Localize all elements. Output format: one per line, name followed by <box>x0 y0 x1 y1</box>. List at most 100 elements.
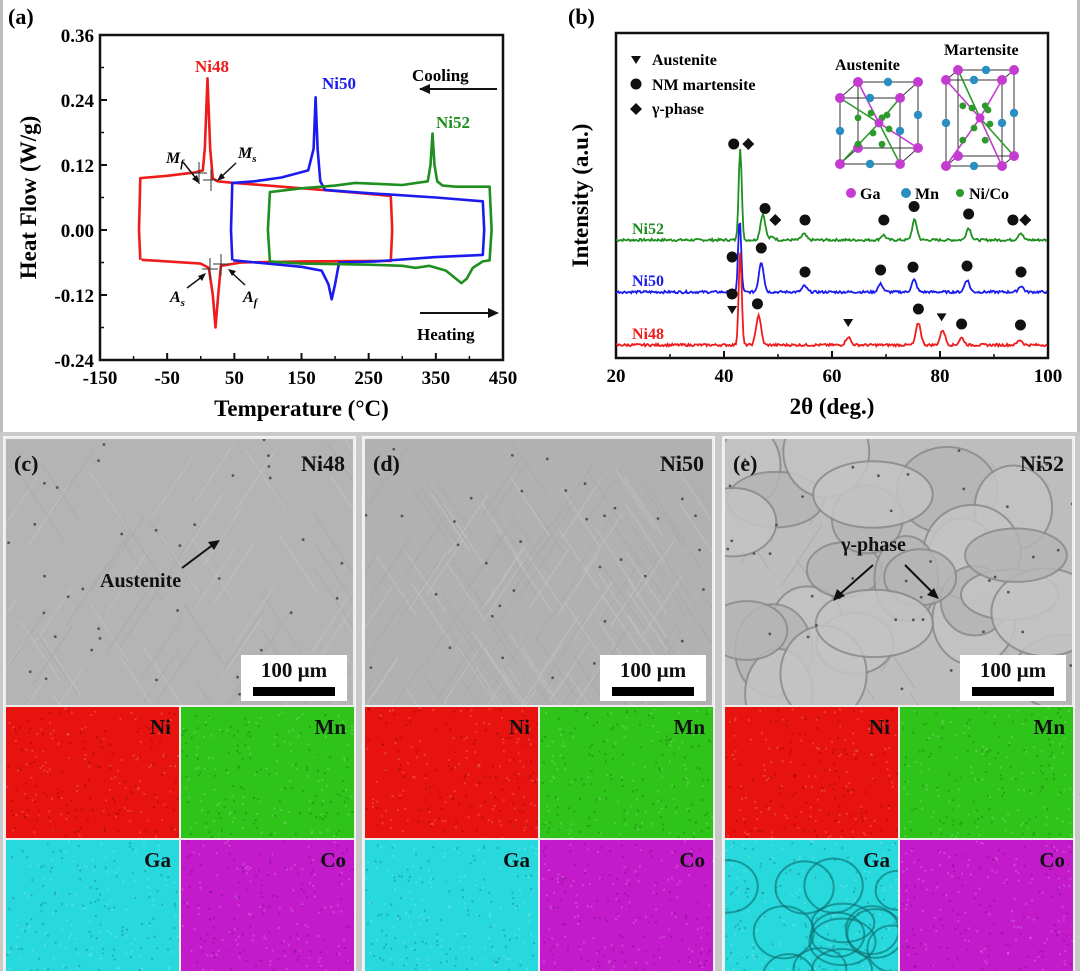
eds-pixel <box>754 827 757 830</box>
eds-pixel <box>131 871 134 874</box>
sem-streak <box>627 590 669 652</box>
eds-pixel <box>833 711 836 714</box>
eds-pixel <box>116 769 119 772</box>
sem-streak <box>6 597 18 616</box>
eds-pixel <box>496 847 499 850</box>
eds-pixel <box>110 932 113 935</box>
eds-pixel <box>976 930 979 933</box>
austenite-annotation: Austenite <box>100 570 182 592</box>
eds-pixel <box>828 907 831 910</box>
eds-pixel <box>671 785 674 788</box>
eds-pixel <box>850 791 853 794</box>
crystal-structure-inset: Austenite Martensite Ga Mn Ni/Co <box>835 42 1019 203</box>
eds-pixel <box>746 956 749 959</box>
eds-pixel <box>160 874 163 877</box>
eds-pixel <box>1067 863 1070 866</box>
eds-pixel <box>25 797 28 800</box>
eds-pixel <box>139 954 142 957</box>
eds-pixel <box>326 829 329 832</box>
eds-pixel <box>860 812 863 815</box>
eds-pixel <box>428 811 431 814</box>
eds-pixel <box>574 727 577 730</box>
eds-pixel <box>845 770 848 773</box>
eds-pixel <box>42 750 45 753</box>
eds-pixel <box>236 927 239 930</box>
eds-pixel <box>546 795 549 798</box>
eds-pixel <box>297 955 300 958</box>
eds-pixel <box>317 753 320 756</box>
eds-pixel <box>999 766 1002 769</box>
eds-pixel <box>1049 755 1052 758</box>
eds-pixel <box>248 720 251 723</box>
atom-nico <box>959 136 967 144</box>
eds-pixel <box>544 735 547 738</box>
sem-streak <box>548 642 590 703</box>
eds-pixel <box>368 903 371 906</box>
eds-pixel <box>95 887 98 890</box>
eds-pixel <box>884 748 887 751</box>
eds-pixel <box>217 949 220 952</box>
eds-pixel <box>579 831 582 834</box>
eds-pixel <box>370 902 373 905</box>
eds-pixel <box>385 934 388 937</box>
eds-pixel <box>158 848 161 851</box>
eds-pixel <box>413 903 416 906</box>
eds-pixel <box>767 808 770 811</box>
sem-streak <box>159 525 201 587</box>
eds-pixel <box>692 734 695 737</box>
sem-pore <box>178 544 182 548</box>
eds-pixel <box>764 900 767 903</box>
eds-pixel <box>125 797 128 800</box>
eds-speckle <box>726 708 898 838</box>
eds-pixel <box>144 870 147 873</box>
eds-pixel <box>379 714 382 717</box>
eds-pixel <box>951 833 954 836</box>
eds-pixel <box>366 860 369 863</box>
eds-grain-boundary <box>808 917 877 967</box>
eds-pixel <box>165 884 168 887</box>
eds-pixel <box>406 957 409 960</box>
eds-pixel <box>306 941 309 944</box>
sem-streak <box>475 666 502 705</box>
eds-pixel <box>730 952 733 955</box>
sem-streak <box>626 577 668 639</box>
eds-pixel <box>347 813 350 816</box>
eds-pixel <box>461 888 464 891</box>
eds-pixel <box>903 786 906 789</box>
sem-streak <box>619 555 661 617</box>
eds-pixel <box>624 871 627 874</box>
atom-mn <box>969 161 979 171</box>
atom-ga <box>997 75 1007 85</box>
eds-pixel <box>745 835 748 838</box>
eds-pixel <box>752 954 755 957</box>
eds-pixel <box>134 937 137 940</box>
sem-pore <box>400 514 404 518</box>
eds-pixel <box>501 837 504 838</box>
eds-pixel <box>861 965 864 968</box>
eds-pixel <box>481 816 484 819</box>
sem-streak <box>369 443 411 505</box>
eds-pixel <box>12 829 15 832</box>
eds-pixel <box>212 916 215 919</box>
eds-pixel <box>221 939 224 942</box>
eds-pixel <box>391 795 394 798</box>
eds-pixel <box>768 747 771 750</box>
eds-pixel <box>1027 826 1030 829</box>
eds-pixel <box>416 957 419 960</box>
eds-pixel <box>609 712 612 715</box>
eds-pixel <box>782 919 785 922</box>
eds-pixel <box>483 845 486 848</box>
eds-pixel <box>864 877 867 880</box>
eds-pixel <box>931 964 934 967</box>
sem-streak <box>88 470 130 532</box>
sem-streak <box>365 679 374 693</box>
eds-pixel <box>889 969 892 971</box>
eds-pixel <box>600 846 603 849</box>
eds-pixel <box>797 896 800 899</box>
sem-pore <box>1021 630 1025 634</box>
eds-pixel <box>72 860 75 863</box>
eds-pixel <box>309 812 312 815</box>
eds-pixel <box>951 823 954 826</box>
sem-streak <box>700 627 712 646</box>
sem-streak <box>416 482 458 544</box>
